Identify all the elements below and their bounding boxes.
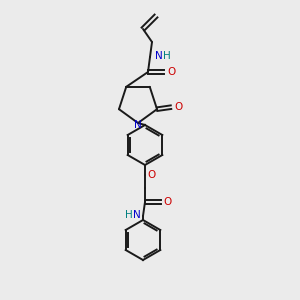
Text: N: N	[134, 120, 142, 130]
Text: H: H	[163, 51, 171, 61]
Text: O: O	[174, 102, 182, 112]
Text: O: O	[167, 67, 175, 77]
Text: N: N	[133, 210, 141, 220]
Text: O: O	[148, 170, 156, 180]
Text: H: H	[125, 210, 133, 220]
Text: N: N	[155, 51, 163, 61]
Text: O: O	[164, 197, 172, 207]
